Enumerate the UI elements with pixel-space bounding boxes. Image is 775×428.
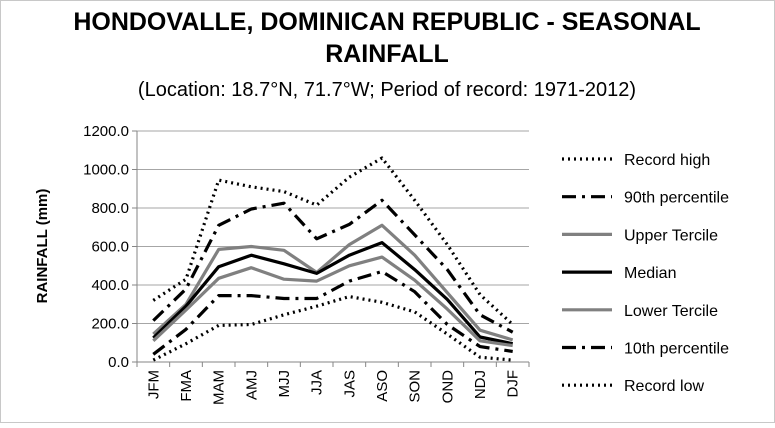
legend-label: 10th percentile [624,341,729,358]
x-tick-label: JJA [309,370,326,395]
x-tick-label: MJJ [276,370,293,398]
x-tick-label: JAS [341,370,358,398]
series-line [152,269,513,356]
legend-label: Median [624,265,676,282]
x-tick-label: ASO [374,370,391,402]
series-line [152,241,514,346]
series-line [152,223,514,342]
axes: 0.0 200.0 400.0 600.0 800.0 1000.0 1200.0 JFM FM… [83,123,530,405]
x-tick-label: MAM [211,370,228,405]
y-tick-label: 0.0 [108,354,129,371]
x-tick-label: AMJ [243,370,260,400]
chart-title-line1: HONDOVALLE, DOMINICAN REPUBLIC - SEASONA… [73,8,700,36]
y-tick-label: 1000.0 [83,162,129,179]
x-tick-label: NDJ [472,370,489,399]
legend-label: Lower Tercile [624,303,718,320]
series-line [152,255,513,348]
y-tick-label: 400.0 [91,277,129,294]
legend-label: Upper Tercile [624,227,718,244]
y-tick-label: 1200.0 [83,123,129,140]
legend-label: Record low [624,378,704,395]
x-tick-label: FMA [178,370,195,402]
chart-title-line2: RAINFALL [325,40,449,68]
legend: Record high 90th percentile Upper Tercile M… [562,152,729,395]
y-tick-label: 600.0 [91,239,129,256]
y-tick-label: 800.0 [91,200,129,217]
y-tick-label: 200.0 [91,316,129,333]
series-line [152,198,514,334]
x-tick-label: DJF [505,370,522,398]
x-tick-label: OND [439,370,456,404]
series-line [152,156,514,326]
y-axis-label: RAINFALL (mm) [34,189,51,304]
chart-subtitle: (Location: 18.7°N, 71.7°W; Period of rec… [138,79,636,101]
x-tick-label: JFM [145,370,162,399]
x-tick-label: SON [407,370,424,403]
legend-label: 90th percentile [624,190,729,207]
legend-label: Record high [624,152,710,169]
series-lines [152,156,514,362]
series-line [152,295,513,362]
